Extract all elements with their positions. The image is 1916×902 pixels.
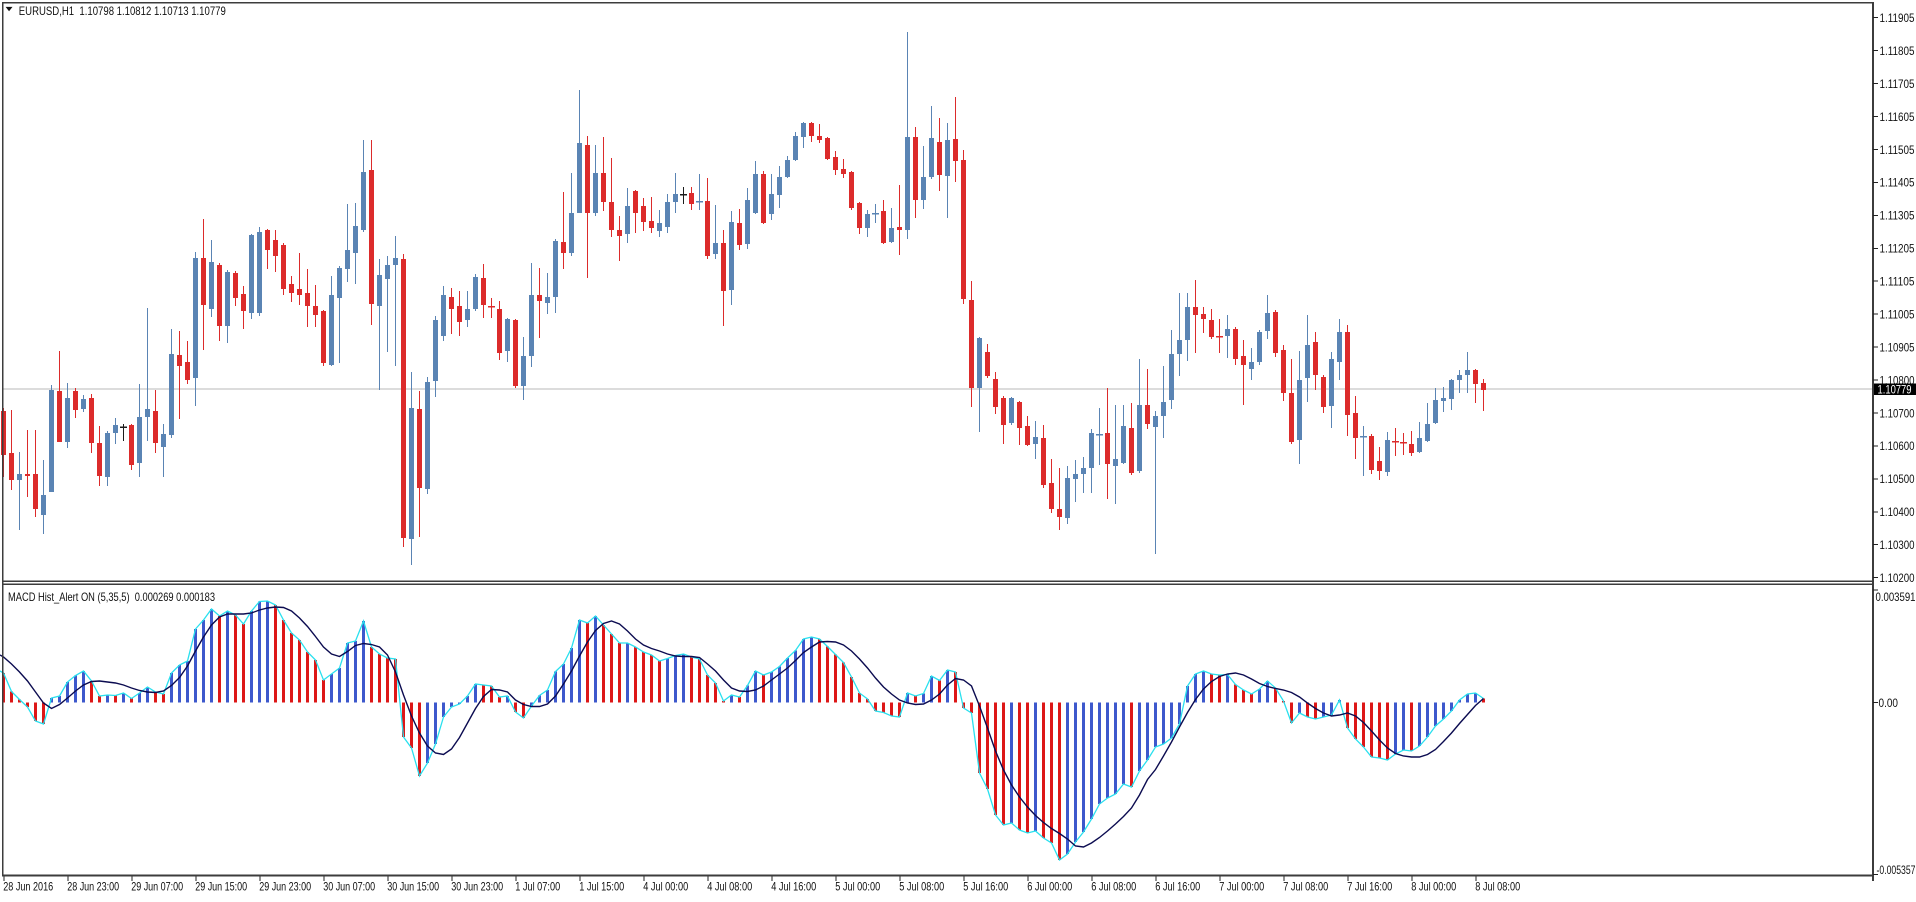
svg-text:7 Jul 08:00: 7 Jul 08:00 bbox=[1283, 880, 1328, 894]
svg-text:28 Jun 2016: 28 Jun 2016 bbox=[3, 880, 53, 894]
svg-text:1.11305: 1.11305 bbox=[1880, 211, 1915, 223]
svg-text:0.00: 0.00 bbox=[1879, 698, 1899, 710]
svg-text:6 Jul 16:00: 6 Jul 16:00 bbox=[1155, 880, 1200, 894]
svg-text:MACD Hist_Alert ON (5,35,5) 0: MACD Hist_Alert ON (5,35,5) 0.000269 0.0… bbox=[8, 590, 215, 604]
svg-text:0.003591: 0.003591 bbox=[1876, 592, 1916, 604]
svg-text:4 Jul 00:00: 4 Jul 00:00 bbox=[643, 880, 688, 894]
svg-text:5 Jul 00:00: 5 Jul 00:00 bbox=[835, 880, 880, 894]
svg-text:1.11205: 1.11205 bbox=[1880, 244, 1915, 256]
svg-text:1.10700: 1.10700 bbox=[1880, 408, 1915, 420]
svg-text:7 Jul 16:00: 7 Jul 16:00 bbox=[1347, 880, 1392, 894]
svg-text:1.10779: 1.10779 bbox=[1878, 384, 1912, 396]
svg-text:6 Jul 00:00: 6 Jul 00:00 bbox=[1027, 880, 1072, 894]
svg-text:1 Jul 07:00: 1 Jul 07:00 bbox=[515, 880, 560, 894]
svg-text:EURUSD,H1 1.10798 1.10812 1.1: EURUSD,H1 1.10798 1.10812 1.10713 1.1077… bbox=[19, 4, 226, 18]
svg-text:4 Jul 08:00: 4 Jul 08:00 bbox=[707, 880, 752, 894]
svg-text:1.10500: 1.10500 bbox=[1880, 474, 1915, 486]
svg-text:1.11605: 1.11605 bbox=[1880, 112, 1915, 124]
svg-text:1.10300: 1.10300 bbox=[1880, 540, 1915, 552]
svg-text:6 Jul 08:00: 6 Jul 08:00 bbox=[1091, 880, 1136, 894]
svg-text:1.11705: 1.11705 bbox=[1880, 79, 1915, 91]
svg-text:1.11505: 1.11505 bbox=[1880, 145, 1915, 157]
svg-text:5 Jul 08:00: 5 Jul 08:00 bbox=[899, 880, 944, 894]
svg-text:-0.005357: -0.005357 bbox=[1877, 865, 1916, 877]
svg-text:1.10200: 1.10200 bbox=[1880, 573, 1915, 585]
svg-text:8 Jul 08:00: 8 Jul 08:00 bbox=[1475, 880, 1520, 894]
svg-text:29 Jun 07:00: 29 Jun 07:00 bbox=[131, 880, 183, 894]
svg-text:30 Jun 15:00: 30 Jun 15:00 bbox=[387, 880, 439, 894]
svg-text:7 Jul 00:00: 7 Jul 00:00 bbox=[1219, 880, 1264, 894]
svg-text:1.10400: 1.10400 bbox=[1880, 507, 1915, 519]
svg-text:1.11105: 1.11105 bbox=[1880, 277, 1915, 289]
svg-text:30 Jun 23:00: 30 Jun 23:00 bbox=[451, 880, 503, 894]
svg-text:1.11405: 1.11405 bbox=[1880, 178, 1915, 190]
svg-text:30 Jun 07:00: 30 Jun 07:00 bbox=[323, 880, 375, 894]
svg-text:1.11805: 1.11805 bbox=[1880, 46, 1915, 58]
svg-text:1.10600: 1.10600 bbox=[1880, 441, 1915, 453]
svg-text:5 Jul 16:00: 5 Jul 16:00 bbox=[963, 880, 1008, 894]
svg-text:28 Jun 23:00: 28 Jun 23:00 bbox=[67, 880, 119, 894]
svg-text:29 Jun 23:00: 29 Jun 23:00 bbox=[259, 880, 311, 894]
svg-text:1.10905: 1.10905 bbox=[1880, 342, 1915, 354]
svg-text:1.11005: 1.11005 bbox=[1880, 310, 1915, 322]
svg-text:1.11905: 1.11905 bbox=[1880, 13, 1915, 25]
svg-text:29 Jun 15:00: 29 Jun 15:00 bbox=[195, 880, 247, 894]
svg-text:4 Jul 16:00: 4 Jul 16:00 bbox=[771, 880, 816, 894]
svg-text:8 Jul 00:00: 8 Jul 00:00 bbox=[1411, 880, 1456, 894]
svg-text:1 Jul 15:00: 1 Jul 15:00 bbox=[579, 880, 624, 894]
